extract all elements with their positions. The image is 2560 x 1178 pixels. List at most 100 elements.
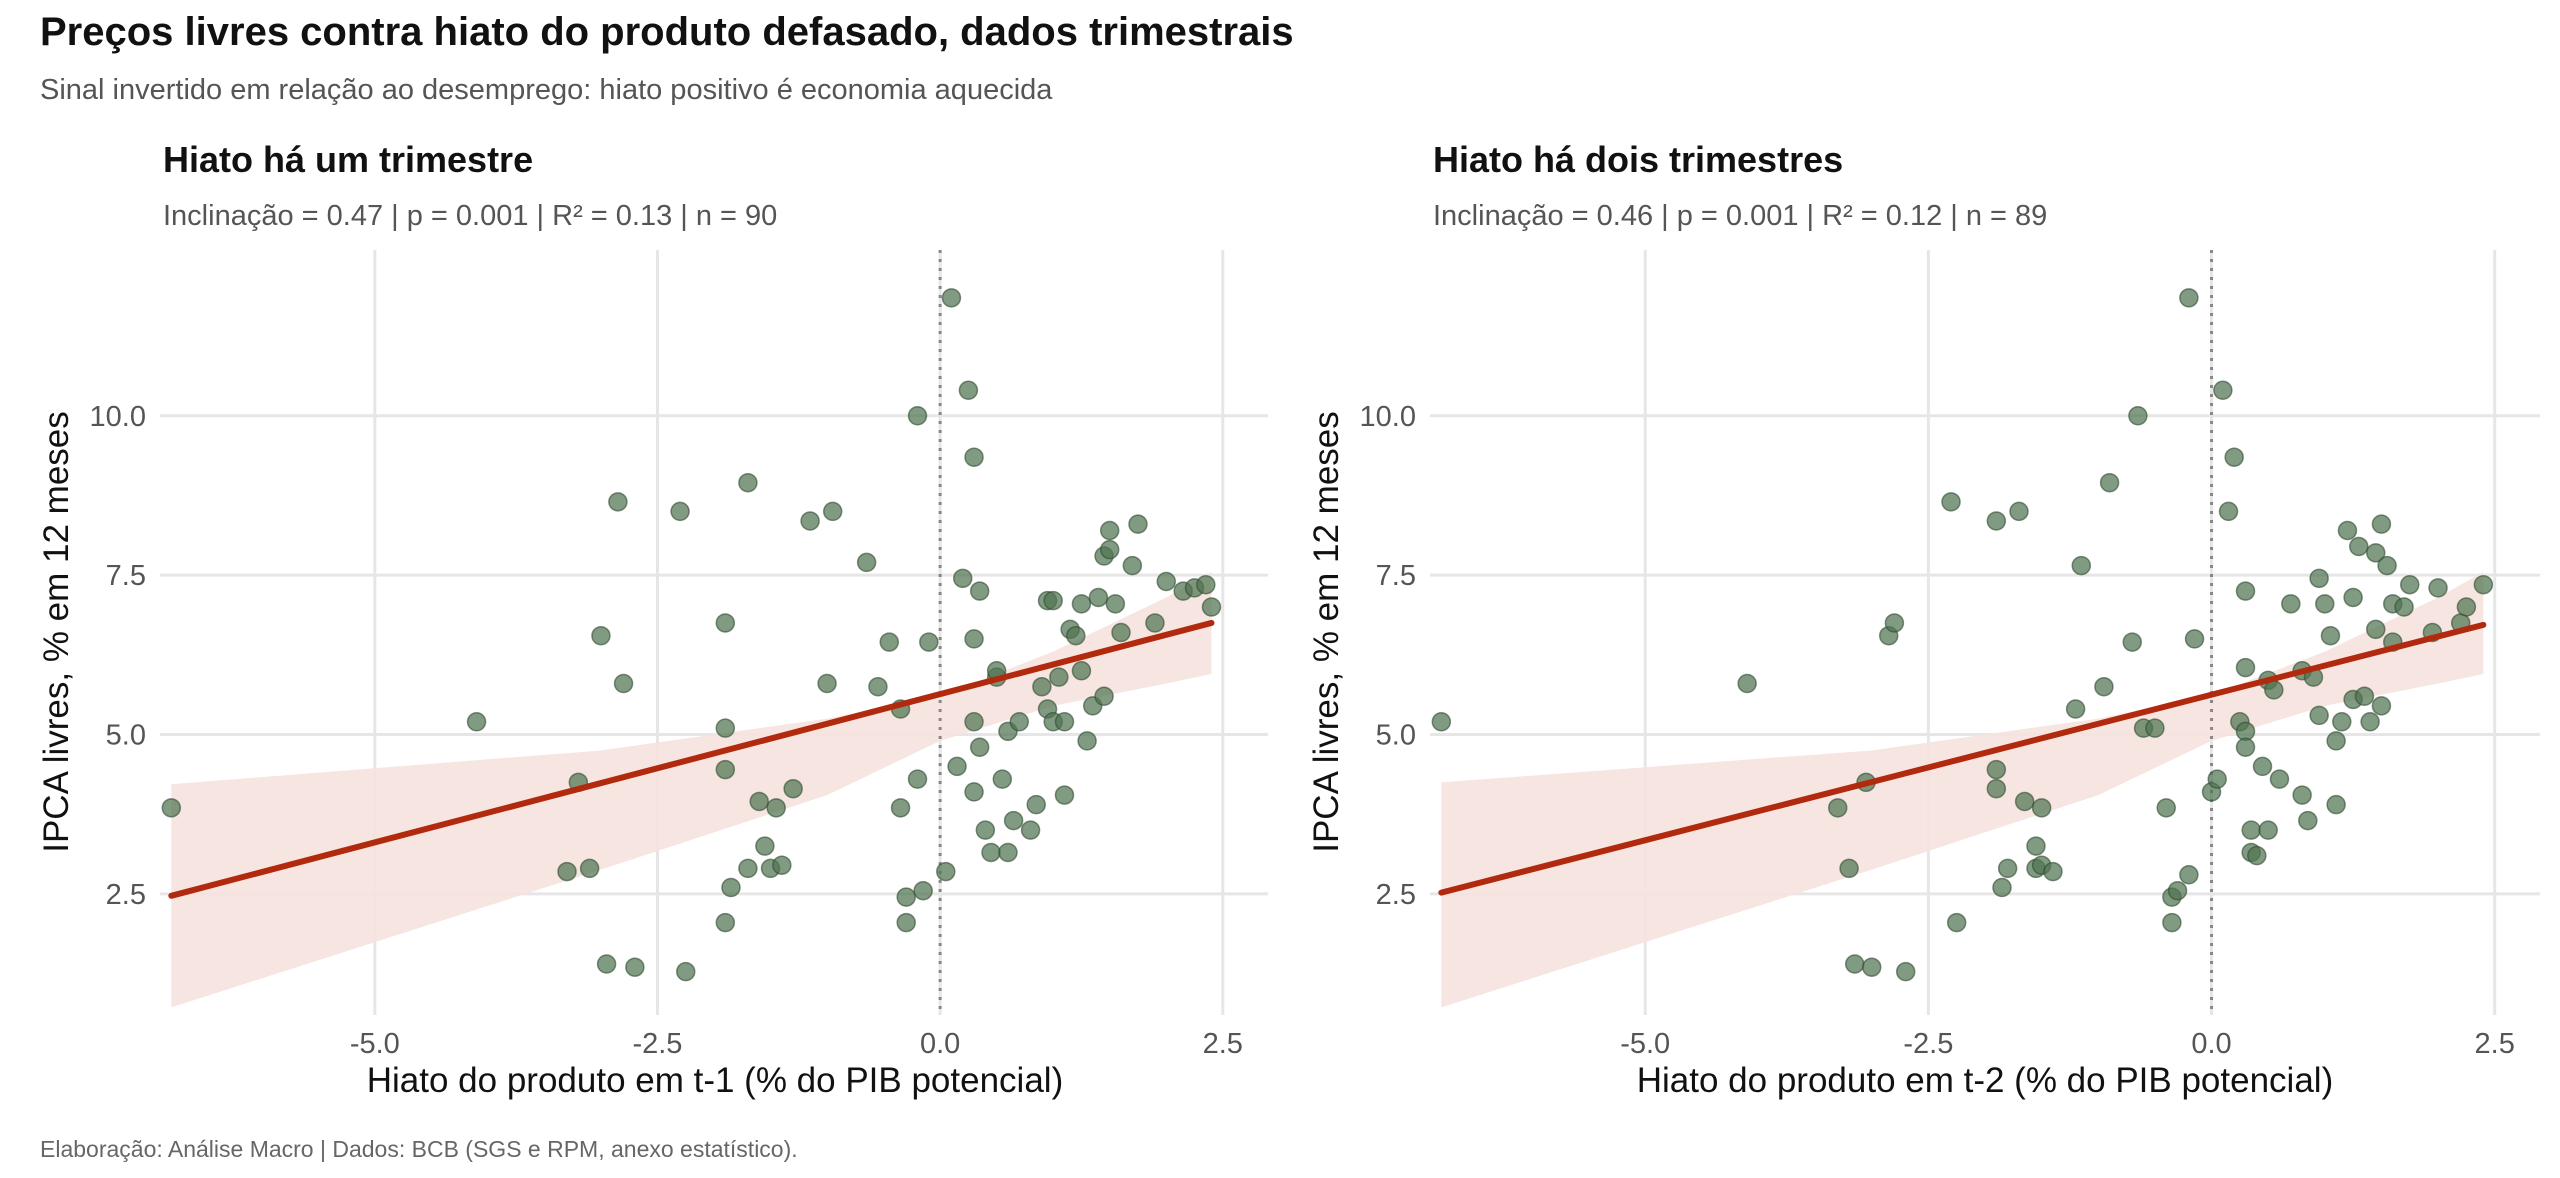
panel-1-x-tick-label: -2.5	[632, 1028, 682, 1060]
panel-1-data-point	[715, 759, 736, 780]
panel-1-data-point	[721, 877, 741, 898]
panel-1-data-point	[1003, 810, 1024, 831]
panel-2-data-point	[1839, 858, 1859, 879]
panel-1-data-point	[1020, 820, 1041, 840]
panel-2-x-tick-label: 0.0	[2191, 1028, 2231, 1060]
panel-1-data-point	[1094, 686, 1114, 706]
panel-1-data-point	[936, 861, 956, 882]
panel-2-data-point	[1946, 912, 1967, 933]
panel-2-data-point	[2099, 472, 2120, 493]
panel-1-data-point	[998, 842, 1018, 863]
panel-1-data-point	[1156, 571, 1176, 592]
panel-1-data-point	[675, 961, 696, 982]
panel-2-data-point	[2071, 555, 2092, 576]
panel-2-data-point	[2354, 686, 2375, 706]
panel-1-data-point	[952, 568, 973, 589]
panel-2-data-point	[2026, 836, 2046, 856]
panel-2-confidence-band	[1441, 571, 2484, 1008]
panel-1-data-point	[981, 842, 1001, 863]
chart-caption: Elaboração: Análise Macro | Dados: BCB (…	[40, 1136, 798, 1162]
panel-2-data-point	[2043, 861, 2063, 882]
panel-1-data-point	[738, 858, 758, 879]
panel-1-data-point	[907, 406, 928, 426]
panel-2-data-point	[1844, 954, 1865, 974]
panel-1-data-point	[1105, 594, 1126, 614]
panel-2-data-point	[2332, 712, 2352, 732]
panel-2-data-point	[2128, 406, 2148, 426]
panel-1-data-point	[1043, 590, 1063, 611]
panel-1-regression-line	[168, 619, 1215, 899]
panel-2-data-point	[2218, 501, 2239, 522]
panel-1-data-point	[964, 712, 984, 732]
panel-1-data-point	[1128, 514, 1148, 534]
panel-2-data-point	[2213, 380, 2233, 400]
panel-1-data-point	[907, 769, 928, 789]
panel-1-data-point	[625, 957, 645, 977]
panel-1-data-point	[1071, 661, 1092, 681]
panel-1-data-point	[557, 861, 577, 882]
panel-2-data-point	[2394, 597, 2414, 617]
panel-2-data-point	[2162, 912, 2182, 933]
panel-2-data-point	[2269, 769, 2290, 789]
panel-2-data-point	[2252, 756, 2273, 777]
panel-1-y-axis-label: IPCA livres, % em 12 meses	[37, 411, 76, 853]
panel-1-confidence-band	[171, 571, 1212, 1008]
panel-1-data-point	[1054, 785, 1075, 805]
panel-1-data-point	[1066, 625, 1086, 646]
panel-2-data-point	[2235, 737, 2256, 757]
panel-1-data-point	[1122, 555, 1143, 576]
panel-1-data-point	[1145, 613, 1165, 633]
panel-1-data-point	[1054, 712, 1075, 732]
panel-2-data-point	[2258, 820, 2278, 840]
panel-1-data-point	[958, 380, 979, 400]
panel-1-data-point	[890, 798, 911, 818]
panel-2-data-point	[2366, 543, 2386, 563]
panel-1-data-point	[1009, 712, 1030, 732]
panel-2-y-tick-label: 5.0	[1376, 720, 1416, 752]
panel-1-data-point	[715, 613, 736, 633]
panel-1-data-point	[800, 511, 820, 531]
panel-2-data-point	[1431, 712, 1452, 732]
panel-1-data-point	[715, 718, 736, 738]
panel-1-data-point	[591, 625, 611, 646]
panel-2-data-point	[2014, 791, 2035, 812]
panel-1-data-point	[964, 629, 984, 649]
panel-2-data-point	[2326, 731, 2346, 751]
panel-1-plot-area: -5.0 -2.5 0.0 2.5 2.5 5.0 7.5 10.0	[90, 250, 1268, 1060]
panel-1-title: Hiato há um trimestre	[163, 139, 533, 180]
panel-2-data-point	[2241, 820, 2261, 840]
panel-1-x-tick-label: 0.0	[920, 1028, 960, 1060]
panel-1-data-point	[1088, 587, 1109, 608]
panel-2-data-point	[2349, 536, 2369, 557]
panel-2-data-point	[2247, 845, 2267, 866]
panel-1-data-point	[1099, 520, 1120, 541]
panel-2-x-tick-label: -5.0	[1620, 1028, 1670, 1060]
panel-1-data-point	[749, 791, 769, 812]
panel-2-subtitle: Inclinação = 0.46 | p = 0.001 | R² = 0.1…	[1433, 200, 2047, 232]
panel-1-data-point	[1196, 574, 1216, 595]
panel-1-data-point	[822, 501, 843, 522]
panel-2-data-point	[2298, 810, 2318, 831]
panel-2-y-tick-label: 2.5	[1376, 879, 1416, 911]
panel-1-data-point	[1026, 794, 1046, 815]
panel-1: Hiato há um trimestre Inclinação = 0.47 …	[37, 139, 1268, 1100]
panel-1-data-point	[1032, 676, 1052, 697]
panel-2-data-point	[2326, 794, 2346, 815]
panel-2-data-point	[1737, 673, 1757, 694]
panel-1-data-point	[868, 676, 888, 697]
panel-1-data-point	[879, 632, 899, 652]
panel-2-data-point	[1941, 492, 1961, 512]
panel-2-data-point	[1997, 858, 2018, 879]
panel-2-data-point	[2428, 578, 2448, 598]
panel-1-x-tick-label: 2.5	[1203, 1028, 1243, 1060]
panel-2-title: Hiato há dois trimestres	[1433, 139, 1843, 180]
panel-2-data-point	[2179, 288, 2199, 308]
panel-2-data-point	[2065, 699, 2086, 719]
panel-1-data-point	[992, 769, 1013, 789]
panel-2-data-point	[1828, 798, 1848, 818]
panel-1-data-point	[856, 552, 877, 573]
panel-2-data-point	[2337, 520, 2358, 541]
panel-2-data-point	[2371, 514, 2392, 534]
panel-2-data-point	[1986, 511, 2007, 531]
